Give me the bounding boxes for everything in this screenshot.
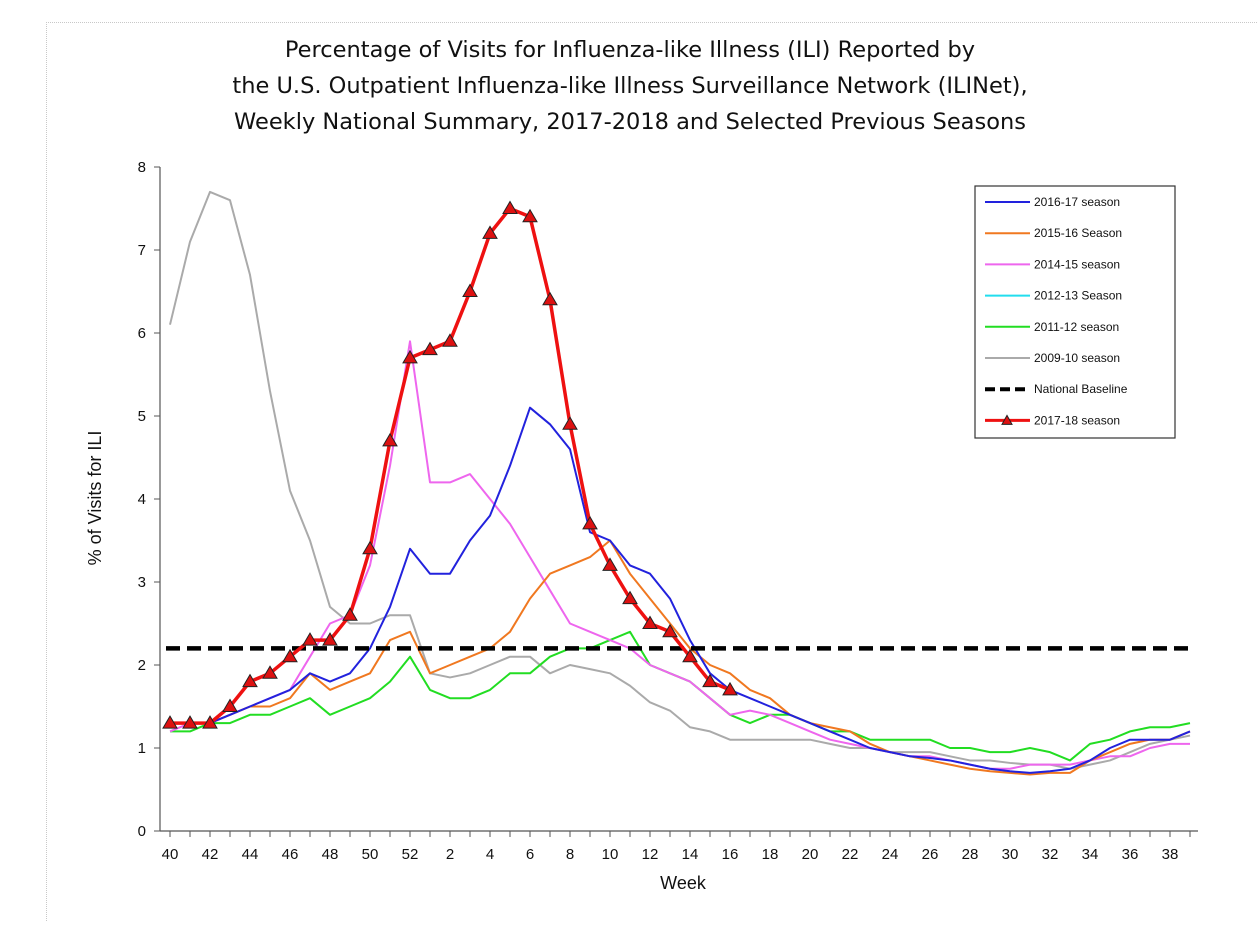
data-point-marker — [162, 715, 178, 729]
chart-title-line-1: Percentage of Visits for Influenza-like … — [284, 37, 976, 63]
data-point-marker — [482, 225, 498, 239]
y-axis-label: % of Visits for ILI — [85, 431, 105, 566]
y-tick-label: 3 — [138, 574, 146, 591]
series-line-2017-18-season — [170, 206, 731, 725]
data-point-marker — [502, 200, 518, 214]
data-point-marker — [382, 432, 398, 447]
data-point-marker — [242, 673, 258, 688]
data-point-marker — [422, 341, 438, 356]
x-tick-label: 6 — [526, 846, 534, 863]
x-tick-label: 18 — [762, 846, 779, 863]
x-tick-label: 22 — [842, 846, 859, 863]
series-line-2016-17-season — [170, 406, 1191, 774]
chart-frame — [46, 22, 1257, 921]
legend-label: 2011-12 season — [1034, 320, 1119, 334]
x-tick-label: 16 — [722, 846, 739, 863]
x-tick-label: 52 — [402, 846, 419, 863]
x-tick-label: 40 — [162, 846, 179, 863]
x-tick-label: 50 — [362, 846, 379, 863]
data-point-marker — [262, 665, 278, 679]
data-point-marker — [562, 416, 578, 430]
data-point-marker — [362, 540, 378, 555]
x-tick-label: 48 — [322, 846, 339, 863]
x-tick-label: 46 — [282, 846, 299, 863]
data-point-marker — [622, 590, 638, 605]
x-tick-label: 42 — [202, 846, 219, 863]
y-tick-label: 5 — [138, 408, 146, 425]
data-point-marker — [342, 607, 358, 621]
legend-label: 2016-17 season — [1034, 195, 1120, 209]
y-tick-label: 8 — [138, 159, 146, 176]
data-point-marker — [662, 623, 678, 638]
legend-label: 2015-16 Season — [1034, 226, 1122, 240]
data-point-marker — [462, 283, 478, 297]
data-point-marker — [322, 632, 338, 646]
legend-label: 2017-18 season — [1034, 413, 1120, 427]
chart-title-line-3: Weekly National Summary, 2017-2018 and S… — [234, 109, 1026, 135]
x-tick-label: 32 — [1042, 846, 1059, 863]
x-tick-label: 4 — [486, 846, 494, 863]
data-point-marker — [542, 291, 558, 306]
chart-title-line-2: the U.S. Outpatient Influenza-like Illne… — [232, 73, 1028, 99]
data-point-marker — [682, 648, 698, 663]
x-tick-label: 44 — [242, 846, 259, 863]
legend-label: National Baseline — [1034, 382, 1128, 396]
data-point-marker — [702, 673, 718, 688]
data-point-marker — [522, 208, 538, 223]
y-tick-label: 6 — [138, 325, 146, 342]
x-tick-label: 20 — [802, 846, 819, 863]
x-tick-label: 38 — [1162, 846, 1179, 863]
x-tick-label: 24 — [882, 846, 899, 863]
legend-item: 2009-10 season — [985, 351, 1120, 365]
data-point-marker — [302, 632, 318, 646]
chart-title: Percentage of Visits for Influenza-like … — [80, 32, 1180, 140]
legend-item: 2017-18 season — [985, 413, 1120, 427]
x-tick-label: 36 — [1122, 846, 1139, 863]
series-line-2009-10-season — [169, 190, 1191, 770]
legend-item: 2015-16 Season — [985, 226, 1122, 240]
series-layer — [162, 190, 1191, 776]
legend-item: 2012-13 Season — [985, 289, 1122, 303]
data-point-marker — [602, 557, 618, 571]
x-tick-label: 28 — [962, 846, 979, 863]
x-tick-label: 14 — [682, 846, 699, 863]
x-tick-label: 34 — [1082, 846, 1099, 863]
legend-label: 2012-13 Season — [1034, 289, 1122, 303]
data-point-marker — [442, 333, 458, 347]
x-tick-label: 2 — [446, 846, 454, 863]
x-tick-label: 8 — [566, 846, 574, 863]
legend-item: National Baseline — [985, 382, 1128, 396]
x-axis-label: Week — [660, 873, 707, 893]
legend-label: 2009-10 season — [1034, 351, 1120, 365]
legend-box — [974, 185, 1176, 439]
legend-label: 2014-15 season — [1034, 257, 1120, 271]
legend-marker — [1001, 414, 1013, 425]
data-point-marker — [722, 681, 738, 696]
legend-item: 2011-12 season — [985, 320, 1119, 334]
x-tick-label: 30 — [1002, 846, 1019, 863]
y-tick-label: 4 — [138, 491, 146, 508]
x-tick-label: 26 — [922, 846, 939, 863]
y-tick-label: 7 — [138, 242, 146, 259]
data-point-marker — [202, 715, 218, 729]
series-line-2011-12-season — [170, 630, 1191, 762]
data-point-marker — [402, 349, 418, 364]
x-tick-label: 12 — [642, 846, 659, 863]
y-tick-label: 1 — [138, 740, 146, 757]
series-line-2015-16-season — [170, 539, 1191, 776]
y-tick-label: 0 — [138, 823, 146, 840]
legend: 2016-17 season 2015-16 Season 2014-15 seas… — [974, 185, 1176, 439]
data-point-marker — [222, 698, 238, 712]
x-tick-label: 10 — [602, 846, 619, 863]
data-point-marker — [582, 515, 598, 530]
legend-item: 2014-15 season — [985, 257, 1120, 271]
data-point-marker — [282, 648, 298, 663]
y-tick-label: 2 — [138, 657, 146, 674]
data-point-marker — [182, 715, 198, 729]
series-line-2014-15-season — [169, 340, 1190, 770]
data-point-marker — [642, 615, 658, 629]
legend-item: 2016-17 season — [985, 195, 1120, 209]
